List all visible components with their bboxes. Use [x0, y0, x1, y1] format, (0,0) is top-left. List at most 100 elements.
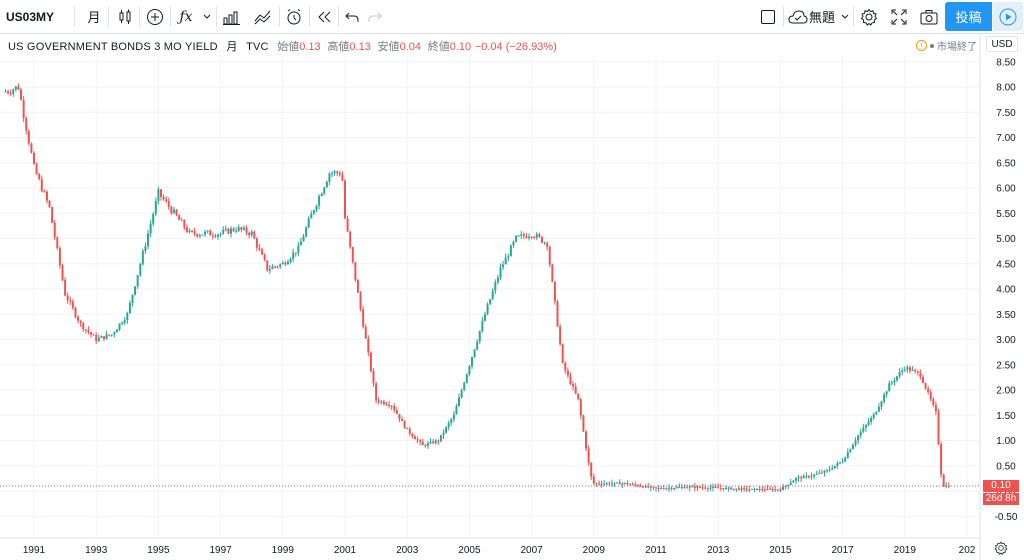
candle-body	[810, 476, 813, 478]
fx-indicators-icon[interactable]: ƒx	[179, 8, 193, 25]
candle-body	[683, 486, 686, 488]
candle-body	[906, 367, 909, 370]
candle-body	[369, 352, 372, 371]
x-tick-label: 202	[959, 545, 976, 556]
candle-body	[758, 488, 761, 490]
candle-body	[66, 295, 69, 301]
candle-body	[455, 406, 458, 415]
redo-icon[interactable]	[364, 0, 386, 33]
candle-body	[286, 261, 289, 265]
candle-body	[64, 280, 67, 296]
candle-body	[375, 383, 378, 401]
candle-body	[696, 486, 699, 488]
candle-body	[919, 372, 922, 377]
candle-body	[831, 468, 834, 470]
candle-body	[540, 236, 543, 243]
low-value: 0.04	[399, 41, 421, 53]
chevron-down-icon[interactable]	[199, 0, 215, 33]
templates-icon[interactable]	[220, 0, 244, 33]
candle-body	[888, 383, 891, 392]
candle-body	[947, 485, 950, 487]
candle-body	[766, 488, 769, 490]
candle-body	[229, 228, 232, 234]
candle-body	[691, 486, 694, 488]
candle-body	[714, 486, 717, 488]
candle-body	[48, 200, 51, 208]
candle-body	[341, 174, 344, 181]
symbol-search-button[interactable]: US03MY	[5, 9, 55, 24]
candle-body	[771, 489, 774, 491]
low-label: 安値	[377, 41, 400, 53]
candles-icon[interactable]	[113, 0, 137, 33]
replay-icon[interactable]	[312, 0, 336, 33]
undo-icon[interactable]	[341, 0, 363, 33]
toolbar-divider	[338, 6, 339, 27]
candle-body	[354, 262, 357, 281]
candle-body	[870, 417, 873, 423]
candle-body	[82, 323, 85, 330]
candle-body	[328, 173, 331, 182]
candle-body	[706, 488, 709, 490]
high-value: 0.13	[349, 41, 371, 53]
candle-body	[162, 196, 165, 200]
candle-body	[305, 227, 308, 237]
candle-body	[201, 234, 204, 236]
candle-body	[33, 152, 35, 164]
symbol-name[interactable]: US GOVERNMENT BONDS 3 MO YIELD	[8, 41, 218, 53]
camera-icon[interactable]	[917, 0, 941, 33]
candle-body	[675, 487, 678, 489]
toolbar-divider	[216, 6, 217, 27]
candle-body	[717, 487, 720, 489]
last-price-label: 0.10	[983, 479, 1019, 492]
candle-body	[377, 400, 380, 403]
gear-icon[interactable]	[857, 0, 881, 33]
expand-icon[interactable]	[887, 0, 911, 33]
plus-circle-icon[interactable]	[143, 0, 167, 33]
candle-body	[318, 196, 321, 206]
candle-body	[846, 452, 849, 458]
candle-body	[74, 307, 77, 317]
alert-icon[interactable]	[282, 0, 306, 33]
y-tick-label: 3.00	[996, 335, 1016, 346]
candle-body	[730, 487, 733, 490]
candle-body	[367, 338, 370, 353]
candle-body	[743, 488, 746, 490]
candle-body	[245, 227, 248, 233]
candle-body	[411, 433, 414, 437]
candle-body	[890, 382, 893, 384]
candle-body	[152, 213, 155, 224]
compare-icon[interactable]	[251, 0, 275, 33]
candle-body	[629, 484, 632, 486]
candle-body	[139, 264, 142, 276]
candle-body	[126, 312, 129, 321]
y-tick-label: 7.50	[996, 108, 1016, 119]
candle-body	[839, 462, 842, 464]
interval-button[interactable]: 月	[87, 10, 101, 25]
candle-body	[559, 326, 562, 345]
candle-body	[403, 420, 406, 428]
publish-button[interactable]: 投稿	[945, 2, 992, 31]
candle-body	[774, 489, 777, 491]
candle-body	[188, 230, 191, 232]
candle-body	[489, 299, 492, 305]
candle-body	[784, 485, 787, 487]
cloud-icon[interactable]	[787, 0, 809, 33]
candle-body	[499, 267, 502, 278]
play-icon[interactable]	[993, 2, 1023, 31]
candle-body	[388, 404, 391, 407]
candle-body	[590, 462, 593, 477]
candle-body	[198, 235, 201, 237]
candle-body	[271, 266, 274, 269]
layout-name[interactable]: 無題	[809, 10, 836, 25]
fullscreen-square-icon[interactable]	[756, 0, 780, 33]
y-tick-label: 3.50	[996, 310, 1016, 321]
currency-label[interactable]: USD	[986, 36, 1018, 52]
gear-icon[interactable]	[994, 541, 1008, 560]
candle-body	[263, 254, 266, 261]
market-status[interactable]: ! 市場終了	[916, 38, 977, 53]
y-tick-label: 4.00	[996, 285, 1016, 296]
candle-body	[58, 248, 61, 266]
candle-body	[802, 476, 805, 479]
chevron-down-icon[interactable]	[838, 0, 852, 33]
